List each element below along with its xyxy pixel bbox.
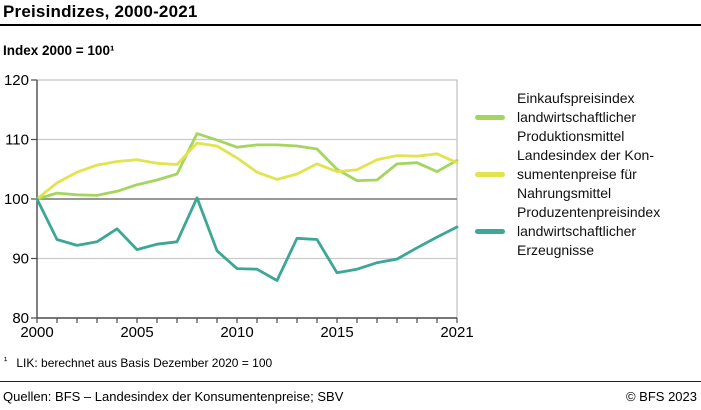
x-tick-label: 2000 (20, 324, 53, 341)
legend-swatch-teal (475, 229, 505, 234)
legend-swatch-yellow (475, 172, 505, 177)
x-tick-label: 2005 (120, 324, 153, 341)
y-tick-label: 90 (12, 251, 29, 268)
legend-label: Produzentenpreisindex landwirtschaftlich… (517, 203, 660, 260)
x-tick-label: 2021 (440, 324, 473, 341)
y-tick-label: 110 (5, 132, 29, 149)
chart-legend: Einkaufspreisindex landwirtschaftlicher … (475, 89, 660, 260)
y-tick-label: 100 (4, 191, 29, 208)
legend-label: Einkaufspreisindex landwirtschaftlicher … (517, 89, 636, 146)
legend-line: Einkaufspreisindex (517, 90, 635, 106)
source-text: Quellen: BFS – Landesindex der Konsument… (3, 389, 344, 404)
legend-item-landesindex-konsumentenpreise: Landesindex der Kon- sumentenpreise für … (475, 146, 660, 203)
footnote-text: LIK: berechnet aus Basis Dezember 2020 =… (16, 356, 273, 370)
y-tick-label: 80 (12, 310, 29, 327)
title-divider (0, 24, 701, 26)
legend-line: Nahrungsmittel (517, 185, 612, 201)
legend-swatch-green (475, 115, 505, 120)
legend-line: Erzeugnisse (517, 242, 595, 258)
legend-line: Produzentenpreisindex (517, 204, 661, 220)
legend-line: Produktionsmittel (517, 128, 625, 144)
legend-item-produzentenpreisindex: Produzentenpreisindex landwirtschaftlich… (475, 203, 660, 260)
x-tick-label: 2015 (320, 324, 353, 341)
legend-label: Landesindex der Kon- sumentenpreise für … (517, 146, 654, 203)
price-index-line-chart: 80 90 100 110 120 2000 2005 2010 2015 2021 (4, 72, 474, 341)
copyright-text: © BFS 2023 (625, 389, 697, 404)
footer-divider (0, 381, 701, 382)
y-tick-label: 120 (4, 72, 29, 89)
chart-subtitle: Index 2000 = 100¹ (3, 43, 115, 58)
series-line (35, 141, 459, 201)
page-title: Preisindizes, 2000-2021 (3, 2, 198, 21)
legend-line: landwirtschaftlicher (517, 223, 637, 239)
legend-line: landwirtschaftlicher (517, 109, 637, 125)
legend-item-einkaufspreisindex: Einkaufspreisindex landwirtschaftlicher … (475, 89, 660, 146)
chart-footnote: ¹ LIK: berechnet aus Basis Dezember 2020 … (4, 356, 272, 370)
x-tick-label: 2010 (220, 324, 253, 341)
footnote-marker: ¹ (4, 356, 8, 367)
series-line (35, 196, 459, 282)
legend-line: Landesindex der Kon- (517, 147, 654, 163)
series-line (35, 132, 459, 201)
legend-line: sumentenpreise für (517, 166, 637, 182)
